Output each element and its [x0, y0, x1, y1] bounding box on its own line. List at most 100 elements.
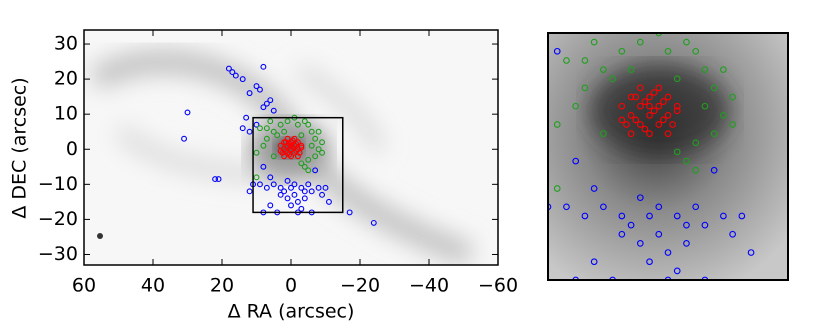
- point: [692, 166, 700, 174]
- point: [664, 111, 672, 119]
- point: [212, 176, 219, 183]
- point: [618, 47, 626, 55]
- point: [267, 202, 274, 209]
- point: [720, 212, 727, 220]
- x-tick-label: −60: [478, 275, 518, 297]
- point: [650, 89, 658, 96]
- point: [590, 38, 598, 46]
- point: [322, 184, 329, 191]
- point: [720, 66, 727, 73]
- point: [646, 258, 653, 266]
- point: [673, 267, 681, 275]
- point: [281, 188, 288, 195]
- point: [284, 177, 291, 184]
- point: [277, 191, 284, 198]
- point: [298, 184, 305, 191]
- point: [646, 111, 653, 119]
- point: [660, 116, 667, 124]
- point: [181, 135, 188, 142]
- point: [270, 107, 277, 114]
- point: [673, 102, 681, 110]
- point: [646, 130, 653, 137]
- point: [274, 132, 281, 139]
- x-tick-label: 0: [285, 275, 297, 297]
- x-tick-label: 60: [72, 275, 96, 297]
- point: [298, 142, 305, 149]
- point: [636, 38, 644, 46]
- point: [257, 181, 263, 188]
- point: [260, 142, 267, 149]
- point: [370, 16, 376, 22]
- y-tick-label: 20: [54, 68, 78, 90]
- point: [632, 116, 640, 124]
- point: [291, 181, 298, 188]
- point: [260, 104, 267, 111]
- y-axis-label: Δ DEC (arcsec): [9, 77, 31, 218]
- point: [627, 93, 635, 101]
- point: [655, 230, 663, 238]
- point: [618, 102, 626, 110]
- point: [277, 148, 284, 154]
- point: [701, 276, 709, 280]
- point: [701, 102, 709, 110]
- point: [260, 63, 267, 70]
- point: [664, 47, 672, 55]
- point: [246, 90, 253, 97]
- point: [281, 139, 288, 146]
- point: [536, 222, 542, 228]
- point: [239, 76, 246, 83]
- point: [600, 203, 607, 211]
- point: [288, 202, 294, 209]
- point: [246, 128, 253, 135]
- point: [655, 84, 663, 92]
- point: [257, 86, 263, 93]
- y-tick-label: 30: [54, 33, 78, 55]
- point: [284, 118, 291, 125]
- point: [326, 198, 332, 205]
- point: [563, 203, 570, 211]
- point: [646, 102, 653, 110]
- point: [277, 184, 284, 191]
- point: [232, 72, 239, 79]
- point: [305, 121, 312, 128]
- x-tick-label: 40: [141, 275, 165, 297]
- point: [673, 212, 681, 220]
- point: [308, 188, 315, 195]
- x-tick-label: −20: [340, 275, 380, 297]
- point: [636, 102, 644, 110]
- point: [673, 107, 681, 115]
- point: [260, 163, 267, 170]
- point: [581, 212, 589, 220]
- point: [253, 121, 260, 128]
- point: [288, 142, 294, 149]
- point: [720, 111, 727, 119]
- point: [581, 57, 589, 64]
- point: [600, 130, 607, 137]
- point: [636, 240, 644, 247]
- point: [301, 188, 308, 195]
- point: [627, 66, 635, 73]
- point: [609, 276, 616, 280]
- point: [646, 212, 653, 220]
- point: [627, 111, 635, 119]
- point: [664, 93, 672, 101]
- point: [573, 3, 579, 9]
- point: [308, 128, 315, 135]
- point: [291, 142, 298, 149]
- point: [246, 188, 253, 195]
- point: [710, 84, 718, 92]
- point: [590, 258, 598, 266]
- y-tick-label: −30: [38, 243, 78, 265]
- point: [664, 249, 672, 256]
- point: [294, 139, 301, 146]
- galaxy-image-right: [548, 33, 788, 280]
- point: [239, 125, 246, 132]
- point: [692, 47, 700, 55]
- point: [281, 153, 288, 160]
- point: [286, 151, 293, 158]
- point: [572, 102, 580, 110]
- point: [673, 75, 681, 83]
- point: [636, 84, 644, 92]
- point: [288, 146, 294, 153]
